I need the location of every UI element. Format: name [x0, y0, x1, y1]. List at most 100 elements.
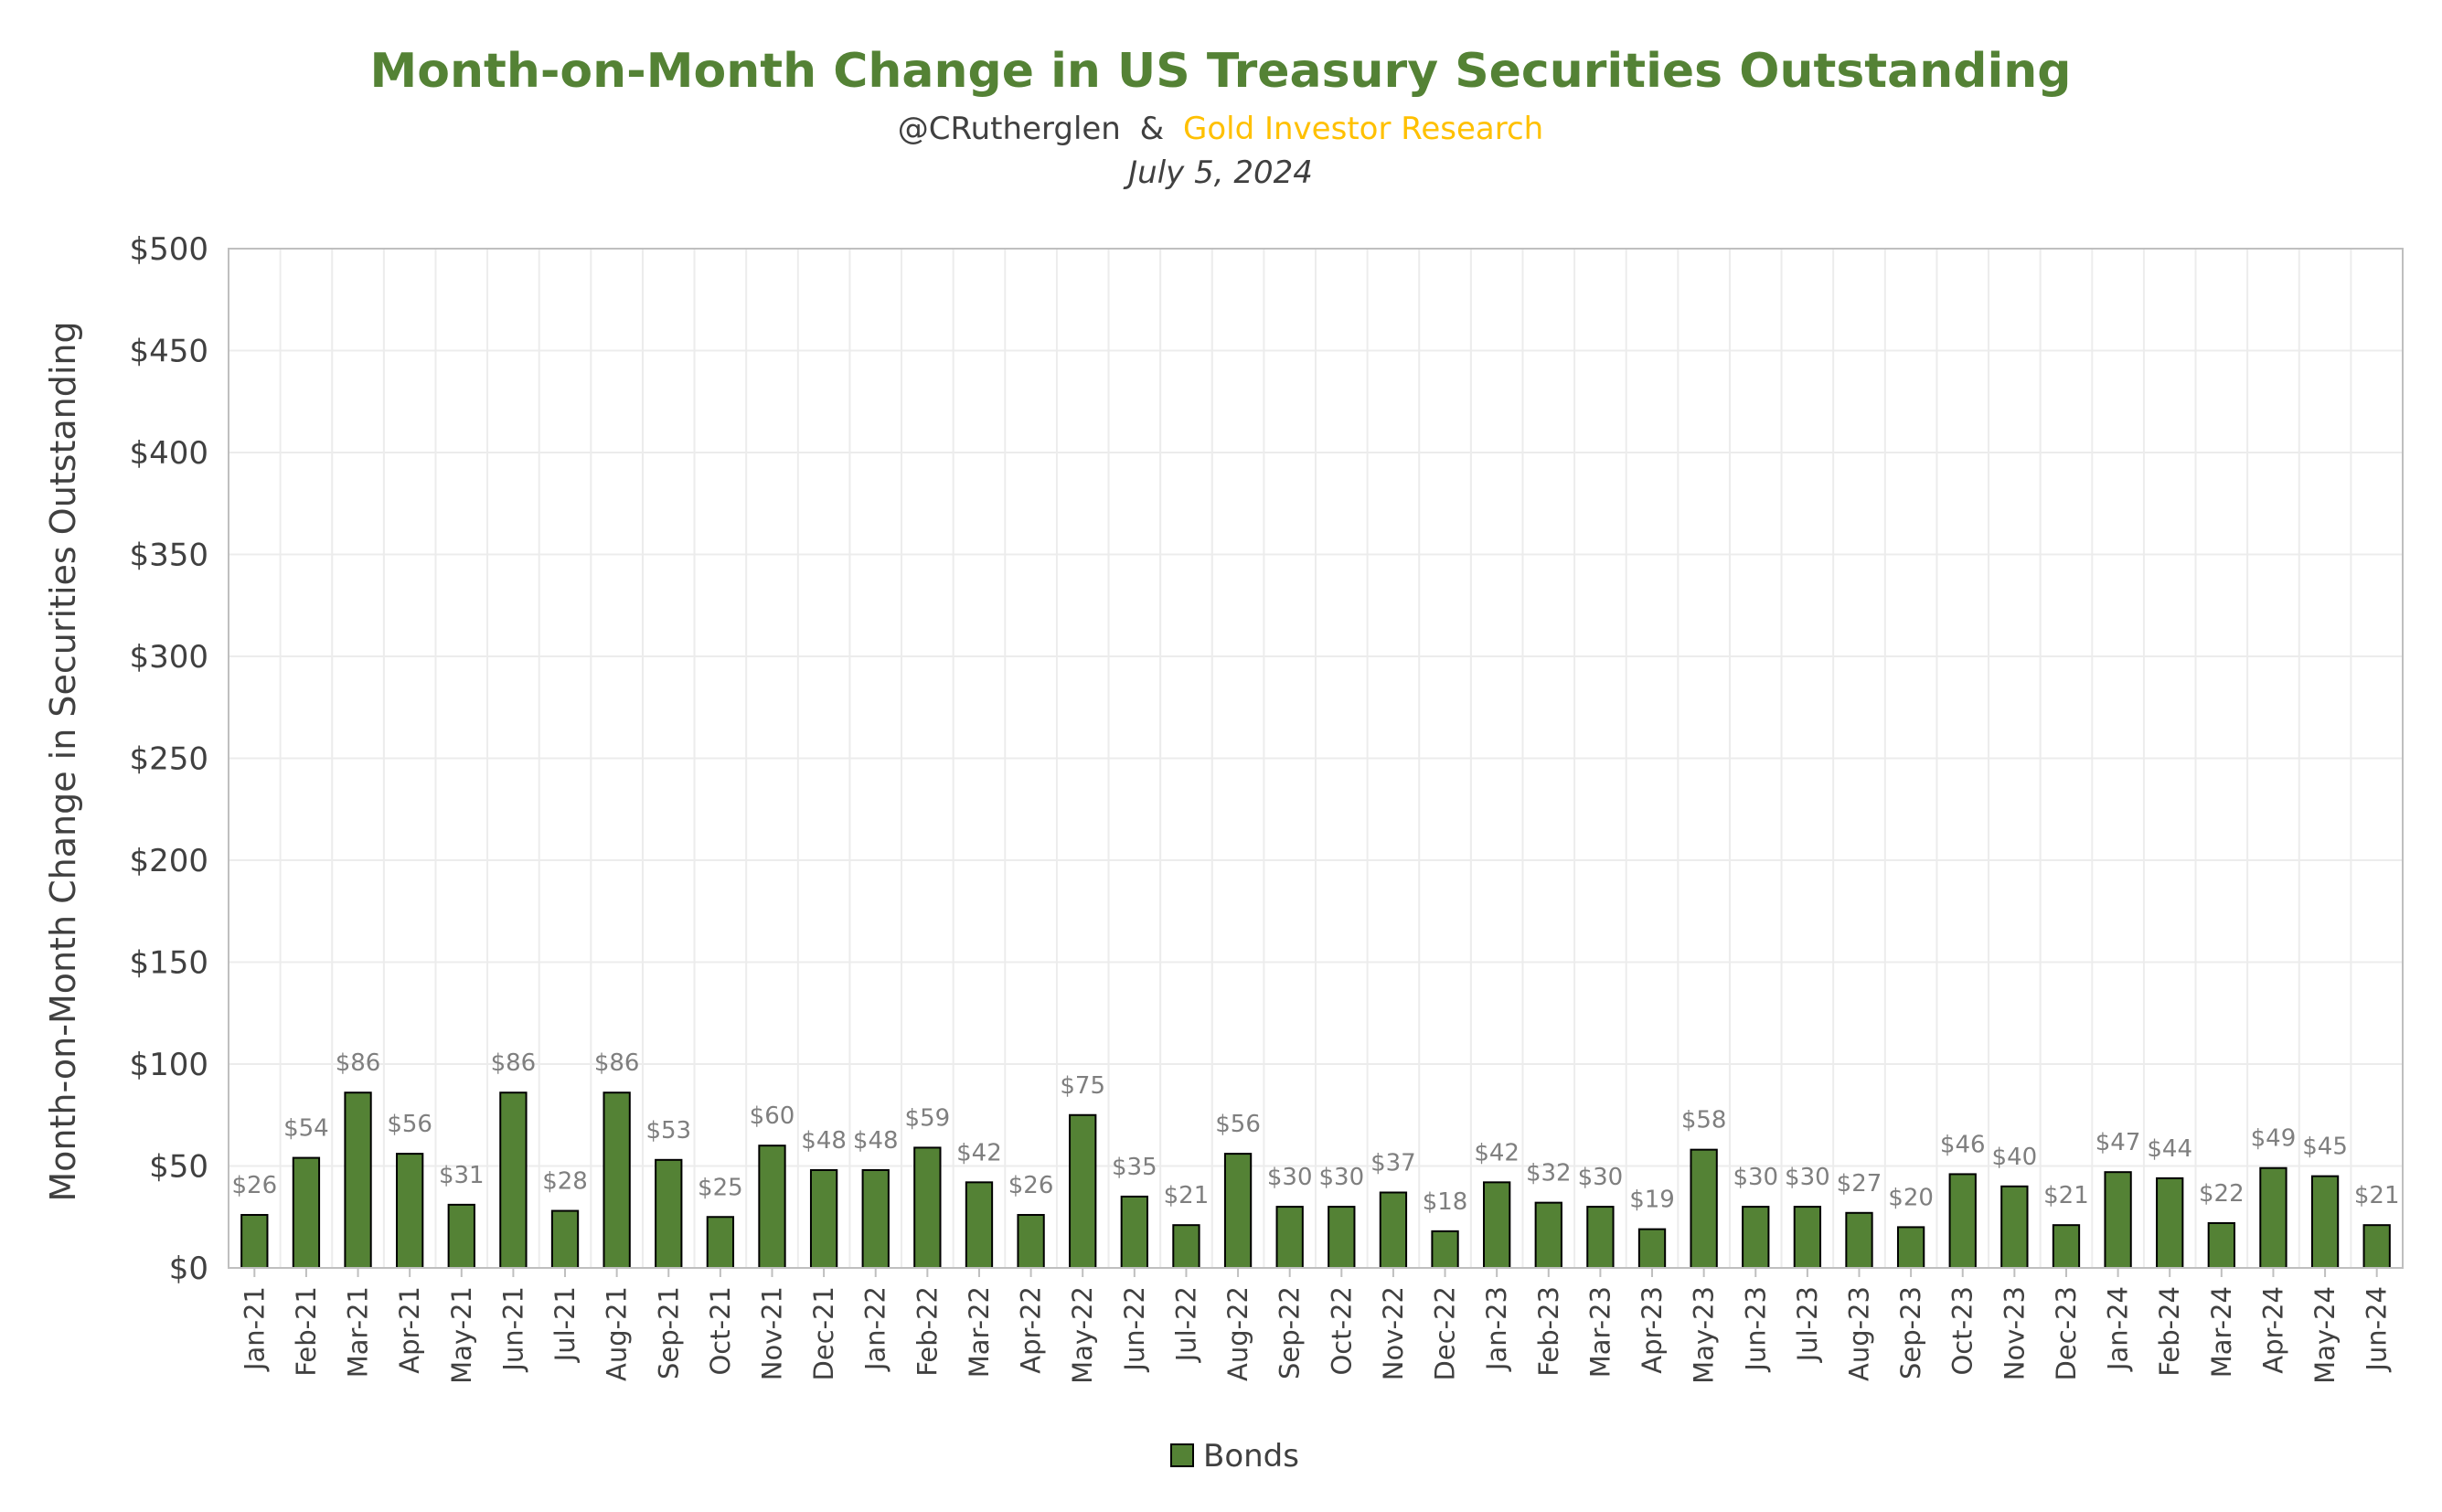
- data-label: $26: [1008, 1172, 1054, 1199]
- x-tick-label: Sep-22: [1274, 1286, 1306, 1379]
- data-label: $21: [2354, 1182, 2400, 1209]
- data-label: $53: [645, 1117, 691, 1145]
- x-tick-label: Dec-22: [1430, 1286, 1461, 1380]
- data-label: $37: [1370, 1149, 1416, 1177]
- data-label: $20: [1888, 1184, 1934, 1211]
- bar: [2156, 1177, 2184, 1270]
- data-label: $56: [1215, 1111, 1261, 1138]
- bar: [1793, 1206, 1822, 1269]
- y-tick-label: $400: [129, 435, 208, 472]
- bar: [758, 1145, 786, 1269]
- y-tick-label: $150: [129, 945, 208, 982]
- x-tick-label: May-22: [1067, 1286, 1098, 1384]
- subtitle-author: @CRutherglen: [898, 111, 1121, 147]
- x-tick-label: Apr-24: [2257, 1286, 2288, 1374]
- x-tick-label: Jul-22: [1170, 1286, 1201, 1363]
- bar: [1017, 1214, 1045, 1270]
- x-tick-label: Jul-23: [1792, 1286, 1823, 1363]
- data-label: $44: [2147, 1135, 2192, 1163]
- data-label: $75: [1060, 1072, 1105, 1100]
- y-tick-label: $50: [149, 1149, 208, 1186]
- x-tick-label: Aug-21: [602, 1286, 633, 1381]
- bar: [2362, 1224, 2391, 1270]
- legend-swatch: [1170, 1443, 1194, 1467]
- x-tick-label: Jun-22: [1119, 1286, 1150, 1373]
- bar: [809, 1168, 838, 1269]
- x-tick-label: Jun-21: [497, 1286, 528, 1373]
- data-label: $48: [853, 1127, 899, 1155]
- bar: [1172, 1224, 1200, 1270]
- data-label: $58: [1681, 1107, 1727, 1134]
- bar: [655, 1158, 683, 1270]
- x-tick-label: Jan-21: [239, 1286, 270, 1372]
- x-tick-label: Jun-23: [1740, 1286, 1771, 1373]
- y-tick-label: $0: [169, 1251, 208, 1287]
- x-tick-label: Feb-23: [1533, 1286, 1564, 1377]
- bar: [1431, 1230, 1459, 1269]
- data-label: $60: [750, 1102, 795, 1130]
- y-axis: $0 $50 $100 $150 $200 $250 $300 $350 $400 $450 $50…: [129, 231, 208, 1287]
- legend: Bonds: [1170, 1438, 1299, 1475]
- x-tick-label: Jul-21: [549, 1286, 581, 1363]
- data-label: $26: [231, 1172, 277, 1199]
- x-tick-label: Feb-21: [291, 1286, 322, 1377]
- x-tick-label: Nov-23: [1999, 1286, 2030, 1380]
- data-label: $86: [594, 1049, 640, 1077]
- subtitle-org: Gold Investor Research: [1183, 111, 1543, 147]
- x-tick-label: Aug-23: [1844, 1286, 1875, 1381]
- bar: [861, 1168, 890, 1269]
- data-label: $30: [1733, 1164, 1778, 1191]
- x-tick-label: Aug-22: [1222, 1286, 1253, 1381]
- x-tick-label: Oct-21: [705, 1286, 736, 1376]
- bar: [1483, 1181, 1511, 1269]
- x-tick-label: Nov-21: [757, 1286, 788, 1380]
- bar: [913, 1146, 942, 1270]
- data-label: $40: [1992, 1144, 2038, 1171]
- data-label: $45: [2302, 1134, 2348, 1161]
- grid: [229, 248, 2403, 1268]
- bar: [1586, 1206, 1615, 1269]
- bar: [706, 1216, 735, 1269]
- x-tick-label: Mar-23: [1584, 1286, 1616, 1378]
- x-tick-label: May-21: [446, 1286, 477, 1384]
- x-tick-label: Sep-23: [1895, 1286, 1926, 1379]
- y-axis-label: Month-on-Month Change in Securities Outs…: [43, 321, 83, 1201]
- data-label: $28: [542, 1168, 588, 1196]
- y-tick-label: $500: [129, 231, 208, 268]
- data-label: $25: [698, 1174, 743, 1201]
- bar: [1120, 1195, 1148, 1269]
- x-tick-label: Jan-24: [2103, 1286, 2134, 1372]
- chart-subtitle: @CRutherglen & Gold Investor Research: [898, 111, 1543, 147]
- data-label: $86: [491, 1049, 537, 1077]
- bar: [2310, 1175, 2340, 1270]
- bar: [550, 1209, 580, 1270]
- bar: [1845, 1211, 1873, 1270]
- y-tick-label: $450: [129, 334, 208, 370]
- bar: [240, 1214, 269, 1270]
- bar: [1534, 1201, 1562, 1270]
- data-label: $42: [1474, 1139, 1520, 1166]
- bar: [1328, 1206, 1356, 1269]
- bar: [965, 1181, 994, 1269]
- bar: [1223, 1153, 1253, 1269]
- x-tick-label: May-24: [2309, 1286, 2341, 1384]
- data-label: $35: [1112, 1154, 1157, 1181]
- x-tick-label: Nov-22: [1378, 1286, 1409, 1380]
- data-label: $54: [283, 1115, 329, 1143]
- bar: [1896, 1226, 1925, 1270]
- data-label: $30: [1267, 1164, 1313, 1191]
- bar: [1379, 1191, 1408, 1269]
- x-tick-label: Mar-22: [964, 1286, 995, 1378]
- x-tick-label: Sep-21: [653, 1286, 684, 1379]
- x-tick-label: Feb-24: [2154, 1286, 2185, 1377]
- bar: [292, 1156, 321, 1269]
- bar: [447, 1203, 475, 1269]
- y-tick-label: $300: [129, 639, 208, 676]
- chart-date: July 5, 2024: [1123, 154, 1313, 191]
- legend-label: Bonds: [1203, 1438, 1299, 1475]
- x-tick-label: Dec-23: [2051, 1286, 2082, 1380]
- data-label: $21: [1164, 1182, 1210, 1209]
- bar: [1275, 1206, 1304, 1269]
- data-label: $18: [1423, 1188, 1468, 1216]
- data-label: $59: [905, 1104, 951, 1132]
